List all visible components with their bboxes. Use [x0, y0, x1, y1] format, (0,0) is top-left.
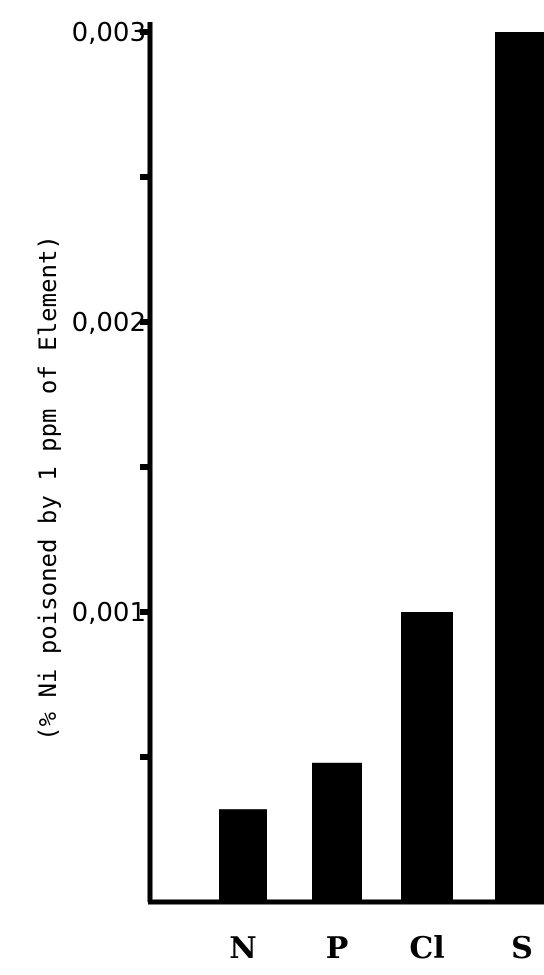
category-labels-group: N P Cl S — [229, 931, 533, 966]
x-tick-label: Cl — [409, 931, 444, 966]
bar-cl — [401, 612, 453, 902]
x-tick-label: P — [326, 931, 349, 966]
y-ticks-group: 0,001 0,002 0,003 — [72, 18, 150, 760]
bars-group — [219, 32, 544, 902]
y-tick-label: 0,002 — [72, 308, 146, 338]
bar-s — [495, 32, 544, 902]
bar-n — [219, 809, 267, 902]
bar-p — [312, 762, 362, 902]
y-axis-title: (% Ni poisoned by 1 ppm of Element) — [34, 235, 62, 741]
x-tick-label: S — [511, 931, 533, 966]
y-tick-label: 0,001 — [72, 598, 146, 628]
y-tick-label: 0,003 — [72, 18, 146, 48]
x-tick-label: N — [229, 931, 256, 966]
